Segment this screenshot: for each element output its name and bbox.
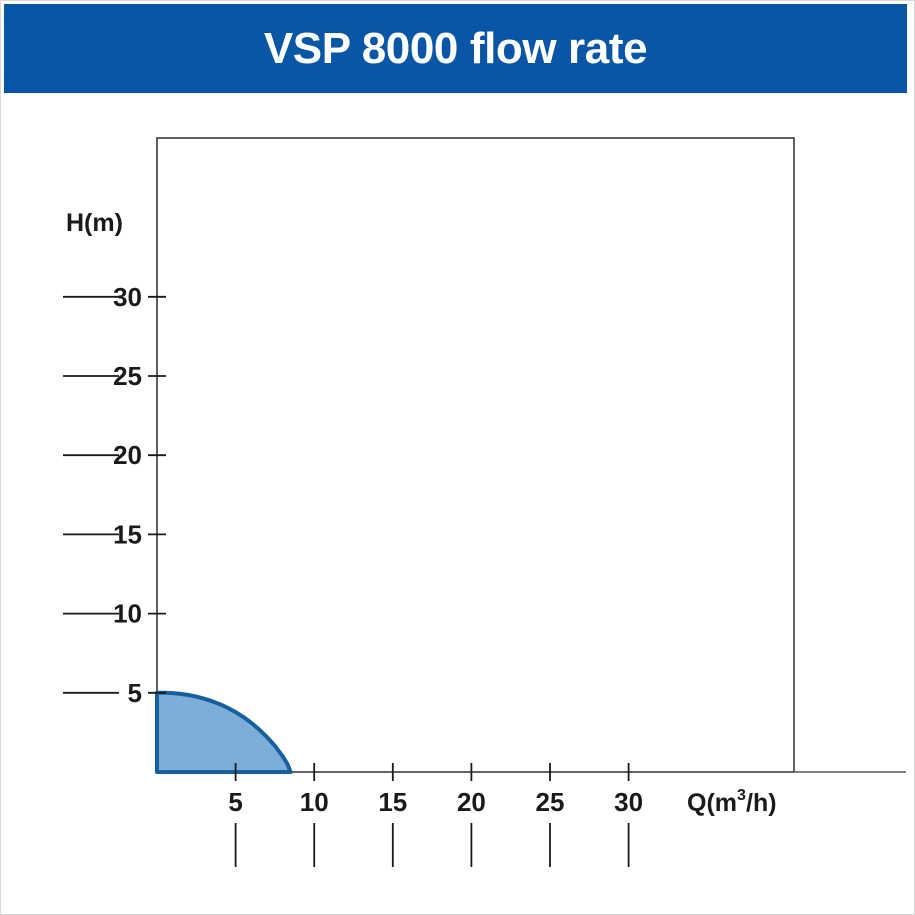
pump-curve-fill <box>157 692 291 772</box>
y-tick-label: 30 <box>113 282 142 312</box>
x-axis-title-tail: /h) <box>746 789 777 817</box>
x-tick-label: 30 <box>614 787 643 817</box>
x-axis-title: Q(m 3 /h) <box>687 787 777 817</box>
pump-curve-line <box>155 690 293 774</box>
x-tick-label: 25 <box>536 787 565 817</box>
x-tick-label: 15 <box>378 787 407 817</box>
plot-frame <box>156 137 795 773</box>
y-tick-label: 5 <box>128 678 142 708</box>
x-axis-ticks: 5 10 15 20 25 30 <box>228 763 643 867</box>
y-tick-label: 10 <box>113 599 142 629</box>
pump-curve-chart: 5 10 15 20 25 30 5 10 15 20 25 30 H(m) Q(m 3 /h) <box>63 137 906 867</box>
x-tick-label: 5 <box>228 787 242 817</box>
y-tick-label: 25 <box>113 361 142 391</box>
x-tick-label: 10 <box>300 787 329 817</box>
x-axis-title-superscript: 3 <box>737 787 746 804</box>
chart-container: 5 10 15 20 25 30 5 10 15 20 25 30 H(m) Q(m 3 /h) <box>1 93 914 914</box>
y-axis-ticks: 5 10 15 20 25 30 <box>63 282 166 708</box>
pump-curve-series <box>155 690 293 774</box>
y-axis-title: H(m) <box>66 209 123 237</box>
page-title: VSP 8000 flow rate <box>263 23 648 73</box>
title-banner: VSP 8000 flow rate <box>4 4 907 93</box>
x-axis-title-base: Q(m <box>687 789 737 817</box>
y-tick-label: 20 <box>113 440 142 470</box>
y-tick-label: 15 <box>113 519 142 549</box>
x-tick-label: 20 <box>457 787 486 817</box>
